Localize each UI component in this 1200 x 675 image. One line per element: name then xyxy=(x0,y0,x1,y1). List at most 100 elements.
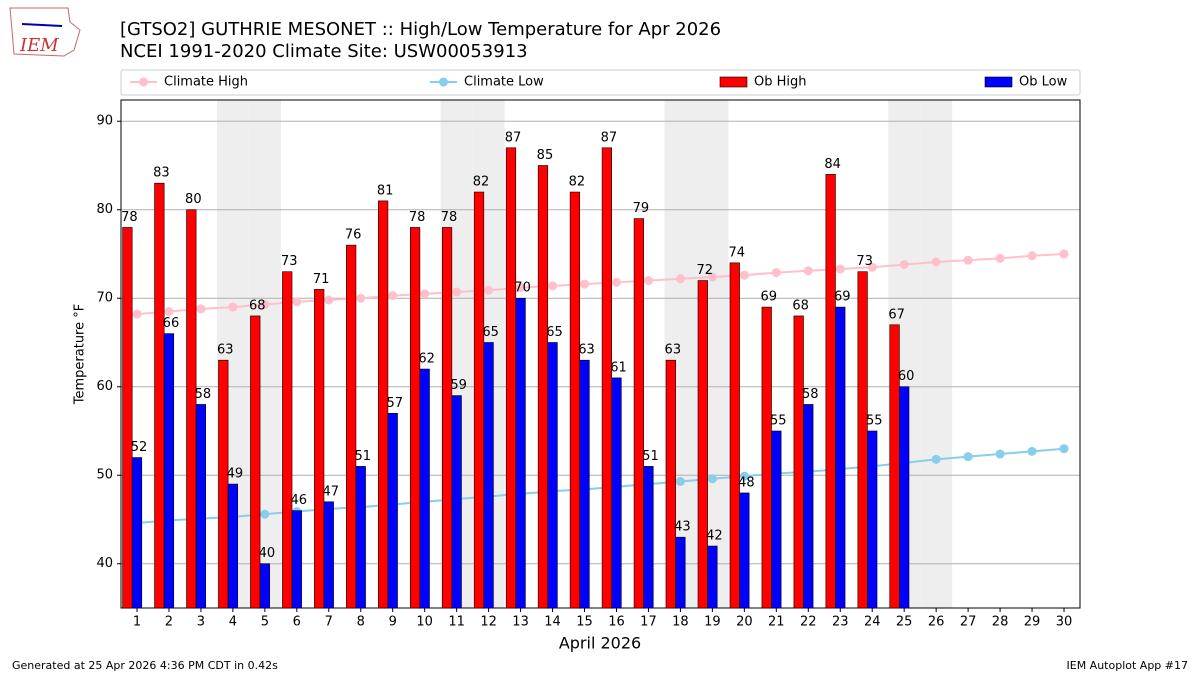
bar xyxy=(857,271,868,609)
plot-frame xyxy=(120,99,1081,609)
bar-label: 46 xyxy=(291,493,308,508)
chart-title: [GTSO2] GUTHRIE MESONET :: High/Low Temp… xyxy=(120,19,721,40)
bar-label: 58 xyxy=(802,387,819,402)
legend-swatch xyxy=(439,77,448,87)
legend-swatch xyxy=(139,77,148,87)
climate-point xyxy=(739,471,749,481)
bar-label: 81 xyxy=(377,183,394,198)
climate-point xyxy=(196,304,206,314)
climate-point xyxy=(835,264,845,274)
climate-point xyxy=(899,260,909,270)
bar-label: 67 xyxy=(888,307,905,322)
bar xyxy=(867,430,878,609)
x-tick-label: 5 xyxy=(261,615,269,630)
climate-point xyxy=(707,272,717,282)
bar xyxy=(889,324,900,609)
x-tick-label: 4 xyxy=(229,615,237,630)
x-tick-label: 27 xyxy=(960,615,977,630)
y-axis-label: Temperature °F xyxy=(73,304,88,405)
logo: IEM xyxy=(9,7,81,57)
x-tick-label: 6 xyxy=(293,615,301,630)
bar-label: 69 xyxy=(834,290,851,305)
bar-label: 57 xyxy=(386,396,403,411)
bar-label: 78 xyxy=(441,210,458,225)
climate-point xyxy=(1027,251,1037,261)
bar xyxy=(633,218,644,609)
bar xyxy=(761,306,772,609)
bar xyxy=(163,333,175,609)
bar-label: 78 xyxy=(409,210,426,225)
x-tick-label: 9 xyxy=(389,615,397,630)
climate-point xyxy=(1027,446,1037,456)
bar xyxy=(601,147,612,609)
bar-label: 63 xyxy=(665,343,682,358)
x-tick-label: 19 xyxy=(704,615,721,630)
bar xyxy=(227,483,238,609)
bar xyxy=(643,466,654,609)
bar-label: 62 xyxy=(418,352,435,367)
logo-line xyxy=(21,23,63,27)
bar xyxy=(825,174,836,609)
climate-point xyxy=(388,291,398,301)
climate-point xyxy=(963,255,973,265)
climate-point xyxy=(867,262,877,272)
x-tick-label: 2 xyxy=(165,615,173,630)
logo-text: IEM xyxy=(19,35,59,56)
bar xyxy=(665,359,676,609)
legend-label: Ob High xyxy=(754,75,807,90)
legend-label: Climate High xyxy=(164,75,248,90)
bar-label: 48 xyxy=(738,475,755,490)
bar-label: 47 xyxy=(323,484,340,499)
bar xyxy=(409,227,421,609)
x-tick-label: 3 xyxy=(197,615,205,630)
bar-label: 58 xyxy=(195,387,212,402)
bar xyxy=(537,165,549,609)
climate-point xyxy=(1059,249,1069,259)
bar-label: 68 xyxy=(792,298,809,313)
bar-label: 61 xyxy=(610,360,627,375)
bar xyxy=(579,359,590,609)
bar-label: 60 xyxy=(898,369,915,384)
climate-point xyxy=(931,454,941,464)
x-tick-label: 18 xyxy=(672,615,689,630)
bar-label: 66 xyxy=(163,316,180,331)
bar-label: 63 xyxy=(578,343,595,358)
bar-label: 79 xyxy=(633,201,650,216)
climate-point xyxy=(771,268,781,278)
climate-point xyxy=(675,476,685,486)
climate-point xyxy=(1059,444,1069,454)
x-tick-label: 23 xyxy=(832,615,849,630)
bar xyxy=(835,306,846,609)
bar-label: 68 xyxy=(249,298,266,313)
climate-point xyxy=(516,283,526,293)
bar xyxy=(611,377,622,609)
bar xyxy=(186,209,197,609)
x-tick-label: 20 xyxy=(736,615,753,630)
bar xyxy=(154,182,165,609)
x-tick-label: 25 xyxy=(896,615,913,630)
bar xyxy=(378,200,389,609)
climate-point xyxy=(132,309,142,319)
bar xyxy=(569,191,581,609)
bar xyxy=(547,342,558,609)
x-tick-label: 28 xyxy=(992,615,1009,630)
legend-swatch xyxy=(719,76,748,88)
climate-point xyxy=(452,287,462,297)
bar xyxy=(505,147,517,609)
bar xyxy=(355,466,366,609)
legend-label: Ob Low xyxy=(1019,75,1068,90)
bar xyxy=(515,297,526,609)
bar-label: 55 xyxy=(770,413,787,428)
y-tick-label: 40 xyxy=(96,556,113,571)
bar xyxy=(314,289,325,609)
y-tick-label: 80 xyxy=(96,202,113,217)
bar-label: 85 xyxy=(537,148,554,163)
x-tick-label: 24 xyxy=(864,615,881,630)
bar xyxy=(323,501,334,609)
bar xyxy=(122,227,133,609)
bar xyxy=(441,227,453,609)
y-tick-label: 50 xyxy=(96,468,113,483)
climate-point xyxy=(260,509,270,519)
bar xyxy=(419,368,430,609)
